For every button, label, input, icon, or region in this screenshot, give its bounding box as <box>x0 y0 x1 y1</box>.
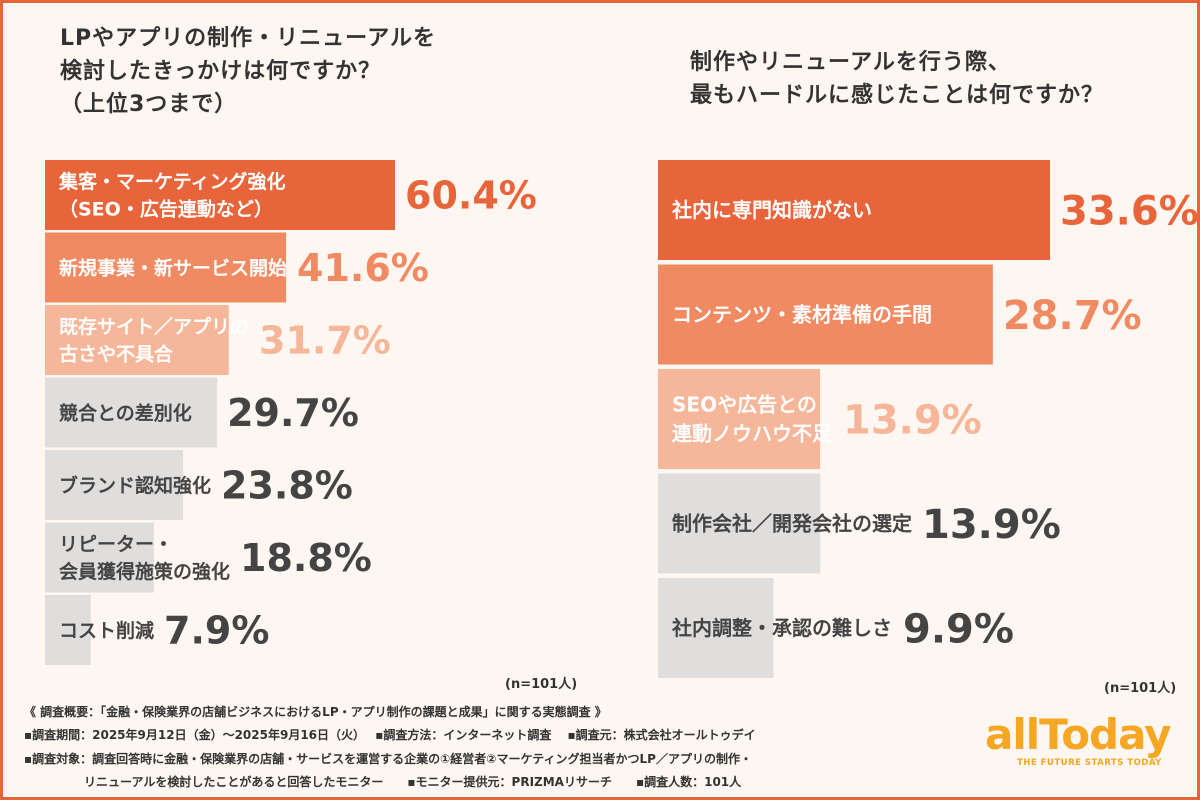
left-value-label-4: 23.8% <box>221 464 353 508</box>
left-value-label-2: 31.7% <box>259 319 391 363</box>
left-value-label-3: 29.7% <box>227 391 359 435</box>
right-bar-0 <box>658 160 1050 260</box>
right-bar-1 <box>658 264 993 365</box>
left-category-label-3: 競合との差別化 <box>59 401 192 424</box>
left-category-label-6: コスト削減 <box>59 619 154 642</box>
left-sample-size: (n=101人) <box>505 677 578 692</box>
logo-tagline: THE FUTURE STARTS TODAY <box>1017 758 1162 768</box>
right-bar-2 <box>658 369 821 469</box>
footer-survey-target: ▪調査対象：調査回答時に金融・保険業界の店舗・サービスを運営する企業の①経営者②… <box>24 752 752 766</box>
right-category-label-2: SEOや広告との連動ノウハウ不足 <box>672 393 833 446</box>
right-bar-3 <box>658 473 821 574</box>
alltoday-logo: allToday THE FUTURE STARTS TODAY <box>985 710 1185 769</box>
left-value-label-6: 7.9% <box>164 609 269 653</box>
right-value-label-3: 13.9% <box>922 502 1061 548</box>
left-category-label-4: ブランド認知強化 <box>59 474 211 497</box>
right-bar-4 <box>658 578 774 678</box>
right-category-label-3: 制作会社／開発会社の選定 <box>672 512 912 536</box>
left-category-label-1: 新規事業・新サービス開始 <box>59 256 287 279</box>
right-sample-size: (n=101人) <box>1104 681 1177 696</box>
left-value-label-1: 41.6% <box>297 246 429 290</box>
right-category-label-1: コンテンツ・素材準備の手間 <box>672 303 932 327</box>
left-bar-6 <box>45 595 91 665</box>
right-value-label-4: 9.9% <box>903 606 1014 652</box>
right-chart-question: 制作やリニューアルを行う際、 最もハードルに感じたことは何ですか？ <box>690 50 1105 108</box>
footer-survey-monitor: リニューアルを検討したことがあると回答したモニター ▪モニター提供元：PRIZM… <box>24 775 742 789</box>
right-value-label-0: 33.6% <box>1060 188 1199 234</box>
logo-wordmark: allToday <box>985 710 1172 759</box>
left-chart-question: LPやアプリの制作・リニューアルを 検討したきっかけは何ですか？ （上位3つまで… <box>60 26 437 117</box>
left-bar-2 <box>45 305 229 375</box>
right-value-label-2: 13.9% <box>843 397 982 443</box>
left-bar-3 <box>45 377 218 448</box>
left-category-label-0: 集客・マーケティング強化（SEO・広告連動など） <box>58 170 285 221</box>
left-value-label-5: 18.8% <box>240 536 372 580</box>
footer-survey-title: 《 調査概要：「金融・保険業界の店舗ビジネスにおけるLP・アプリ制作の課題と成果… <box>24 705 607 719</box>
right-category-label-4: 社内調整・承認の難しさ <box>671 616 892 640</box>
left-category-label-5: リピーター・会員獲得施策の強化 <box>59 534 230 584</box>
right-category-label-0: 社内に専門知識がない <box>671 198 872 222</box>
left-bar-5 <box>45 522 154 593</box>
right-value-label-1: 28.7% <box>1003 293 1142 339</box>
left-category-label-2: 既存サイト／アプリの古さや不具合 <box>59 315 249 366</box>
left-bar-1 <box>45 232 287 303</box>
left-value-label-0: 60.4% <box>405 174 537 218</box>
left-bar-4 <box>45 450 183 520</box>
footer-survey-period: ▪調査期間：2025年9月12日（金）～2025年9月16日（火） ▪調査方法：… <box>24 728 756 742</box>
left-bar-0 <box>45 160 395 230</box>
